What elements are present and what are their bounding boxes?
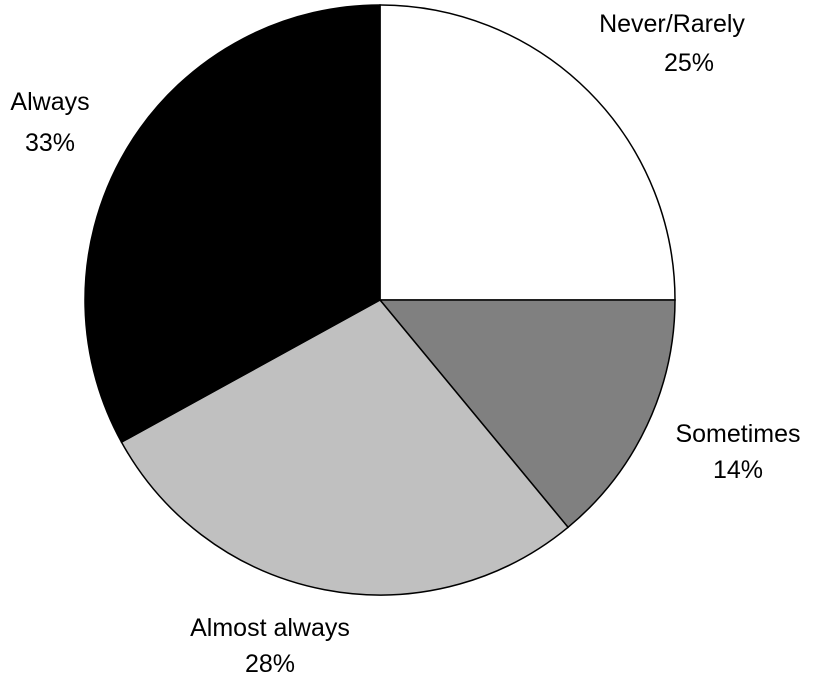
pie-slices [84, 4, 676, 596]
pie-slice-almost-always [120, 299, 570, 596]
slice-value-almost-always: 28% [245, 650, 295, 678]
pie-slice-never-rarely [379, 4, 676, 301]
slice-value-sometimes: 14% [713, 456, 763, 484]
pie-slice-sometimes [378, 299, 676, 529]
slice-value-always: 33% [25, 129, 75, 157]
slice-label-almost-always: Almost always [190, 614, 350, 642]
pie-slice-always [84, 4, 381, 444]
slice-value-never-rarely: 25% [664, 49, 714, 77]
slice-label-never-rarely: Never/Rarely [599, 10, 745, 38]
slice-label-always: Always [10, 88, 89, 116]
slice-label-sometimes: Sometimes [675, 420, 800, 448]
